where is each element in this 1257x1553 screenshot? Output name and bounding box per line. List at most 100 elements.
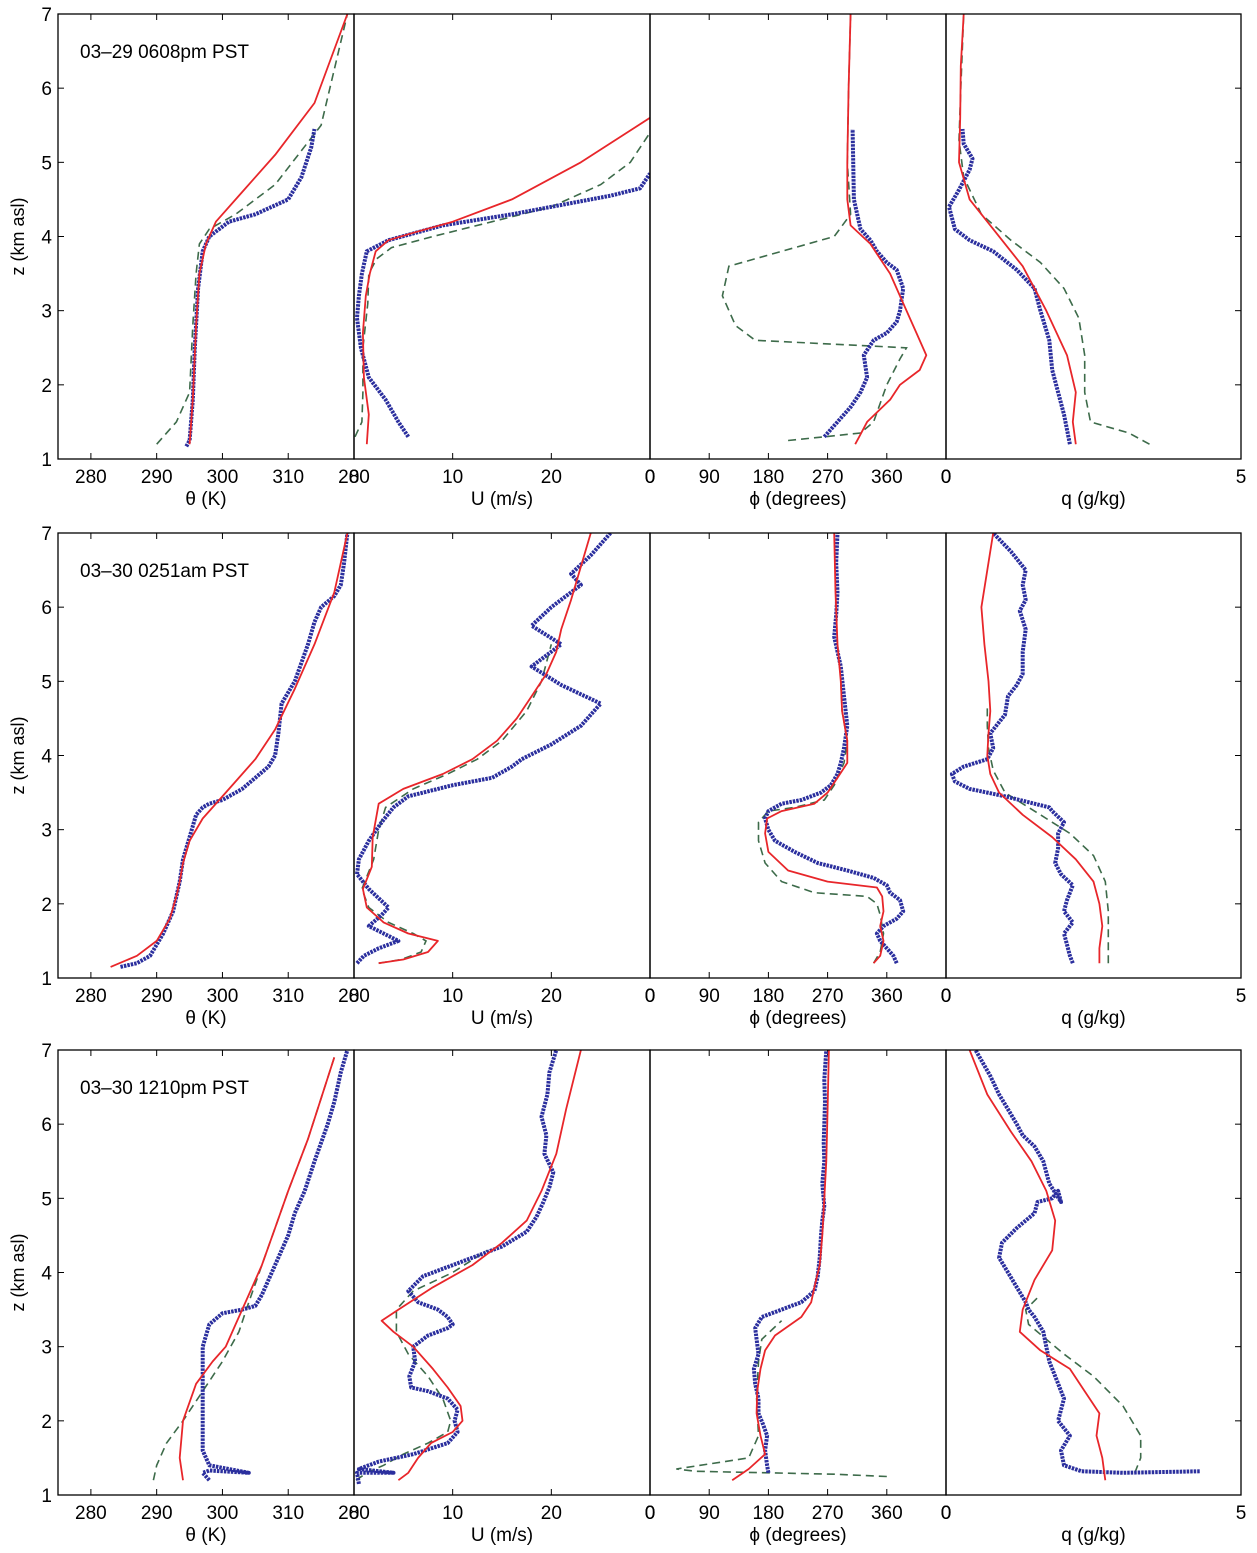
x-tick-label: 360: [871, 1503, 903, 1524]
panel-theta-1: 280 290 300 310 280 θ (K): [57, 532, 370, 1029]
x-tick-label: 290: [141, 467, 173, 488]
series-observed-dots: [355, 172, 650, 438]
panel-frame: [57, 532, 355, 979]
series-dashed-line: [757, 681, 885, 964]
x-tick-label: 300: [207, 986, 239, 1007]
panel-frame: [353, 532, 651, 979]
y-tick-label: 1: [41, 969, 52, 990]
y-tick-label: 3: [41, 1338, 52, 1359]
y-tick-label: 2: [41, 895, 52, 916]
series-group: [757, 533, 906, 965]
x-tick-label: 0: [941, 467, 952, 488]
y-axis-label: z (km asl): [8, 1234, 28, 1312]
y-tick-label: 5: [41, 1189, 52, 1210]
y-tick-label: 6: [41, 598, 52, 619]
x-axis-label: U (m/s): [471, 1525, 533, 1546]
x-tick-label: 0: [645, 986, 656, 1007]
x-tick-label: 90: [699, 467, 720, 488]
series-group: [676, 1050, 887, 1481]
x-tick-label: 300: [207, 1503, 239, 1524]
x-axis-label: q (g/kg): [1061, 489, 1125, 510]
x-tick-label: 280: [75, 467, 107, 488]
x-tick-label: 0: [941, 467, 952, 488]
x-tick-label: 280: [338, 467, 370, 488]
x-tick-label: 270: [812, 467, 844, 488]
series-model-line: [178, 1057, 336, 1481]
x-axis-label: U (m/s): [471, 1008, 533, 1029]
x-tick-label: 0: [645, 467, 656, 488]
y-axis-label: z (km asl): [8, 717, 28, 795]
series-group: [949, 533, 1110, 964]
panel-U-0: 0 10 20 0 U (m/s): [349, 13, 656, 510]
series-observed-dots: [751, 1050, 829, 1474]
panel-row-0: 1 2 3 4 5 6 7 z (km asl) 280 290 300 310 280 θ (K) 0 10…: [8, 5, 1246, 510]
series-model-line: [110, 533, 349, 968]
x-tick-label: 20: [541, 986, 562, 1007]
series-dashed-line: [986, 703, 1110, 964]
x-tick-label: 0: [349, 467, 360, 488]
x-tick-label: 5: [1236, 467, 1247, 488]
y-tick-label: 4: [41, 747, 52, 768]
x-tick-label: 0: [645, 1503, 656, 1524]
series-dashed-line: [676, 1320, 887, 1478]
panel-phi-1: 0 90 180 270 360 0 ϕ (degrees): [645, 532, 951, 1029]
y-tick-label: 7: [41, 1041, 52, 1062]
panel-theta-0: 280 290 300 310 280 θ (K): [57, 13, 370, 510]
x-tick-label: 10: [442, 467, 463, 488]
panel-frame: [945, 13, 1242, 460]
x-tick-label: 280: [75, 1503, 107, 1524]
series-observed-dots: [200, 1050, 350, 1482]
x-tick-label: 0: [349, 1503, 360, 1524]
series-model-line: [188, 14, 349, 445]
y-tick-label: 4: [41, 1264, 52, 1285]
panel-q-2: 0 5 q (g/kg): [941, 1049, 1246, 1546]
y-tick-label: 1: [41, 450, 52, 471]
series-model-line: [361, 533, 592, 965]
x-tick-label: 310: [272, 1503, 304, 1524]
row-timestamp-label: 03–30 0251am PST: [80, 561, 249, 582]
x-axis-label: q (g/kg): [1061, 1008, 1125, 1029]
series-dashed-line: [355, 1249, 488, 1481]
series-dashed-line: [361, 644, 553, 964]
series-dashed-line: [156, 14, 349, 445]
series-model-line: [958, 14, 1077, 445]
series-group: [355, 533, 612, 965]
series-group: [354, 117, 650, 445]
panel-frame: [57, 13, 355, 460]
x-tick-label: 10: [442, 1503, 463, 1524]
x-tick-label: 360: [871, 467, 903, 488]
series-group: [968, 1050, 1200, 1481]
y-tick-label: 3: [41, 302, 52, 323]
series-dashed-line: [1024, 1294, 1142, 1474]
x-tick-label: 20: [541, 1503, 562, 1524]
panel-row-2: 1 2 3 4 5 6 7 z (km asl) 280 290 300 310 280 θ (K) 0 10…: [8, 1041, 1246, 1546]
x-tick-label: 90: [699, 1503, 720, 1524]
x-axis-label: q (g/kg): [1061, 1525, 1125, 1546]
x-tick-label: 0: [645, 1503, 656, 1524]
y-tick-label: 2: [41, 376, 52, 397]
x-tick-label: 180: [753, 467, 785, 488]
series-observed-dots: [949, 533, 1075, 964]
panel-theta-2: 280 290 300 310 280 θ (K): [57, 1049, 370, 1546]
x-tick-label: 180: [753, 986, 785, 1007]
row-timestamp-label: 03–30 1210pm PST: [80, 1078, 249, 1099]
x-tick-label: 0: [941, 1503, 952, 1524]
x-tick-label: 20: [541, 467, 562, 488]
series-observed-dots: [973, 1050, 1200, 1475]
x-tick-label: 280: [338, 986, 370, 1007]
panel-frame: [649, 1049, 947, 1496]
x-tick-label: 90: [699, 986, 720, 1007]
x-tick-label: 290: [141, 1503, 173, 1524]
x-tick-label: 280: [75, 986, 107, 1007]
series-observed-dots: [822, 128, 906, 439]
panel-frame: [649, 13, 947, 460]
row-timestamp-label: 03–29 0608pm PST: [80, 42, 249, 63]
panel-U-1: 0 10 20 0 U (m/s): [349, 532, 656, 1029]
series-observed-dots: [184, 128, 317, 448]
panel-q-1: 0 5 q (g/kg): [941, 532, 1246, 1029]
y-tick-label: 5: [41, 153, 52, 174]
series-group: [355, 1050, 582, 1485]
y-tick-label: 6: [41, 1115, 52, 1136]
